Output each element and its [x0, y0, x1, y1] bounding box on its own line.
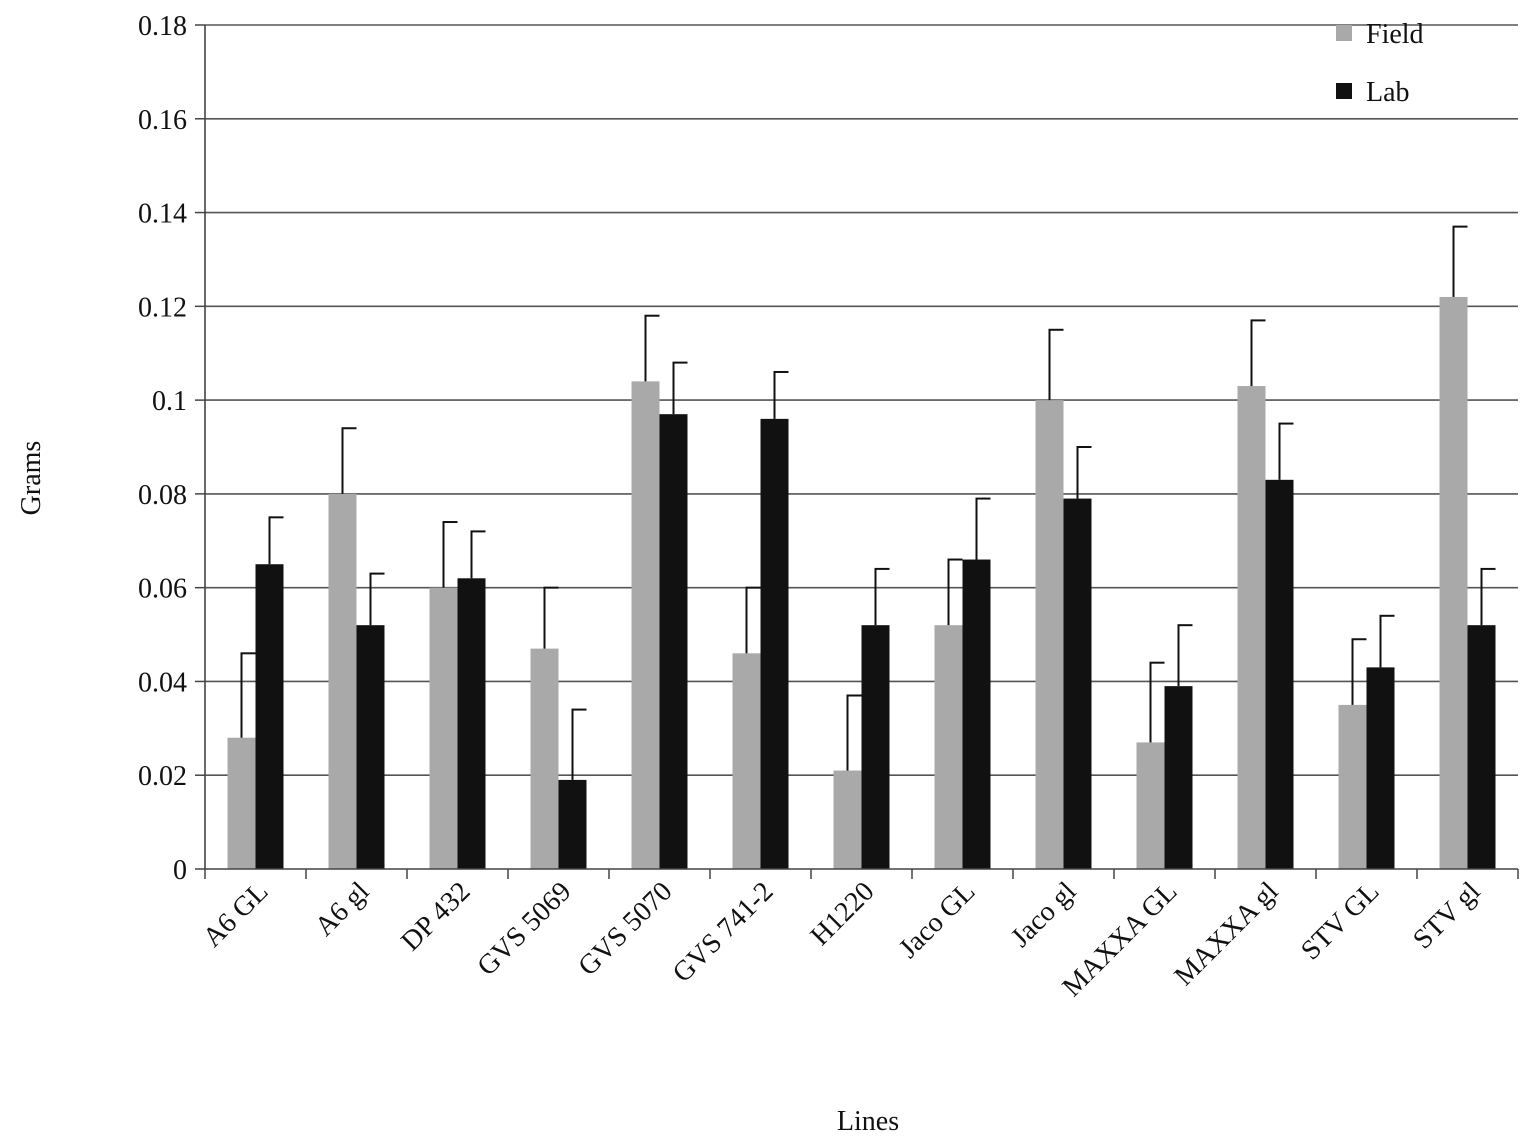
- bar-lab-jaco-gl: [1063, 498, 1092, 869]
- y-tick-labels: 0 0.02 0.04 0.06 0.08 0.1 0.12 0.14 0.16 0.18: [138, 11, 187, 886]
- bar-lab-dp-432: [457, 578, 486, 869]
- bar-field-gvs-741-2: [732, 653, 761, 869]
- y-tick-label: 0: [173, 855, 187, 886]
- bar-field-jaco-gl: [934, 625, 963, 869]
- y-tick-label: 0.16: [138, 105, 187, 136]
- bar-lab-a6-gl: [255, 564, 284, 869]
- bar-field-stv-gl: [1439, 296, 1468, 869]
- x-tick-label: A6 GL: [197, 876, 274, 953]
- x-tick-label: A6 gl: [309, 876, 376, 943]
- bar-lab-jaco-gl: [962, 559, 991, 869]
- bars: [227, 225, 1496, 869]
- y-tick-label: 0.08: [138, 480, 187, 511]
- legend-label-lab: Lab: [1366, 77, 1410, 108]
- y-tick-label: 0.18: [138, 11, 187, 42]
- bar-field-h1220: [833, 770, 862, 869]
- axes: [195, 24, 1519, 879]
- x-tick-label: GVS 741-2: [667, 876, 780, 989]
- y-tick-label: 0.14: [138, 199, 187, 230]
- x-tick-label: MAXXA gl: [1168, 876, 1284, 992]
- legend: Field Lab: [1336, 19, 1424, 108]
- y-tick-label: 0.06: [138, 574, 187, 605]
- bar-lab-maxxa-gl: [1164, 686, 1193, 869]
- x-tick-label: STV GL: [1295, 876, 1385, 966]
- legend-swatch-lab: [1336, 83, 1352, 99]
- x-axis-title: Lines: [837, 1106, 899, 1137]
- legend-label-field: Field: [1366, 19, 1424, 50]
- x-tick-label: Jaco gl: [1005, 876, 1083, 954]
- x-tick-label: GVS 5070: [572, 876, 678, 982]
- x-tick-label: Jaco GL: [893, 876, 981, 964]
- bar-lab-stv-gl: [1366, 667, 1395, 869]
- x-tick-label: STV gl: [1407, 876, 1486, 955]
- bar-field-dp-432: [429, 587, 458, 869]
- bar-field-a6-gl: [227, 737, 256, 869]
- x-tick-label: GVS 5069: [471, 876, 577, 982]
- y-tick-label: 0.02: [138, 761, 187, 792]
- bar-field-gvs-5070: [631, 381, 660, 869]
- bar-lab-maxxa-gl: [1265, 479, 1294, 869]
- bar-field-maxxa-gl: [1237, 386, 1266, 869]
- y-tick-label: 0.04: [138, 667, 187, 698]
- bar-field-a6-gl: [328, 493, 357, 869]
- bar-lab-gvs-5070: [659, 414, 688, 869]
- bar-lab-gvs-5069: [558, 779, 587, 869]
- bar-field-maxxa-gl: [1136, 742, 1165, 869]
- bar-field-jaco-gl: [1035, 400, 1064, 869]
- bar-lab-a6-gl: [356, 625, 385, 869]
- y-axis-title: Grams: [16, 441, 47, 516]
- gridlines: [205, 24, 1518, 777]
- bar-field-stv-gl: [1338, 704, 1367, 869]
- x-tick-label: H1220: [805, 876, 881, 952]
- x-tick-label: DP 432: [395, 876, 476, 957]
- legend-swatch-field: [1336, 25, 1352, 41]
- bar-field-gvs-5069: [530, 648, 559, 869]
- y-tick-label: 0.12: [138, 292, 187, 323]
- bar-lab-h1220: [861, 625, 890, 869]
- y-tick-label: 0.1: [152, 386, 187, 417]
- bar-lab-stv-gl: [1467, 625, 1496, 869]
- bar-lab-gvs-741-2: [760, 418, 789, 869]
